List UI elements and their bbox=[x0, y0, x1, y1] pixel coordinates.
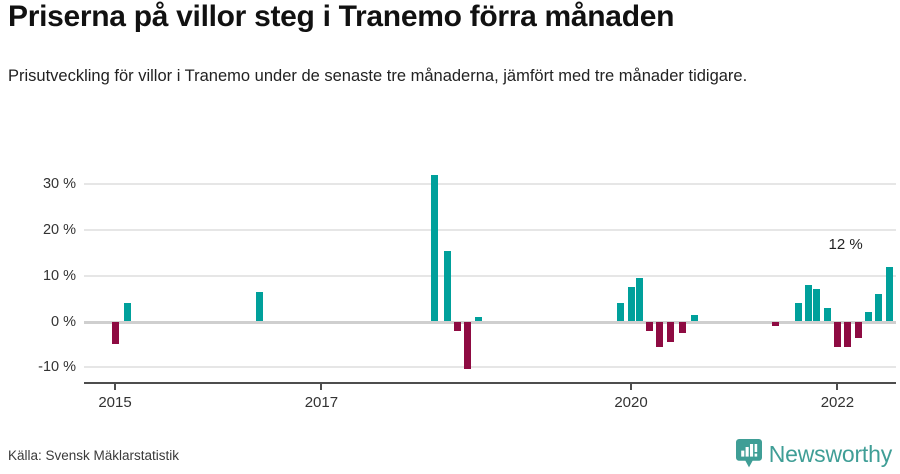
bar[interactable] bbox=[771, 321, 779, 327]
bar[interactable] bbox=[454, 321, 462, 331]
bar[interactable] bbox=[794, 303, 802, 322]
x-axis-line bbox=[84, 382, 896, 384]
newsworthy-bars-pin-icon bbox=[735, 439, 762, 469]
x-axis-tick-mark bbox=[114, 384, 116, 390]
y-axis-label: -10 % bbox=[38, 359, 76, 376]
y-axis-label: 20 % bbox=[42, 221, 76, 238]
page-title: Priserna på villor steg i Tranemo förra … bbox=[8, 0, 675, 33]
gridline--10 bbox=[84, 366, 896, 369]
y-axis-label: 30 % bbox=[42, 176, 76, 193]
bar[interactable] bbox=[805, 284, 812, 322]
bar[interactable] bbox=[691, 314, 699, 322]
source-note: Källa: Svensk Mäklarstatistik bbox=[8, 448, 180, 463]
bar[interactable] bbox=[443, 250, 451, 322]
x-axis-tick-mark bbox=[320, 384, 323, 390]
y-axis-tick: 0 % bbox=[0, 313, 76, 330]
y-axis-tick: 20 % bbox=[0, 221, 76, 238]
x-axis-label: 2022 bbox=[820, 394, 855, 411]
x-axis-label: 2017 bbox=[304, 394, 339, 411]
y-axis-label: 10 % bbox=[42, 267, 76, 284]
bar[interactable] bbox=[666, 321, 674, 343]
bar[interactable] bbox=[656, 321, 664, 347]
bar[interactable] bbox=[627, 287, 635, 322]
y-axis-tick: 10 % bbox=[0, 267, 76, 284]
bar[interactable] bbox=[854, 321, 862, 338]
bar[interactable] bbox=[123, 303, 131, 322]
bar[interactable] bbox=[646, 321, 654, 331]
gridline-0 bbox=[84, 320, 896, 324]
bar[interactable] bbox=[635, 277, 643, 322]
bar[interactable] bbox=[823, 307, 831, 322]
x-axis-tick-mark bbox=[836, 384, 839, 390]
bar[interactable] bbox=[885, 266, 893, 322]
x-axis-label: 2020 bbox=[614, 394, 648, 411]
gridline-10 bbox=[84, 274, 896, 277]
bar[interactable] bbox=[111, 321, 119, 345]
bar[interactable] bbox=[617, 303, 625, 322]
bar[interactable] bbox=[255, 291, 263, 322]
newsworthy-logo: Newsworthy bbox=[735, 438, 892, 470]
bar[interactable] bbox=[833, 321, 841, 347]
x-axis-tick-mark bbox=[630, 384, 632, 390]
bar[interactable] bbox=[864, 312, 872, 322]
y-axis-tick: -10 % bbox=[0, 359, 76, 376]
bar[interactable] bbox=[875, 294, 883, 322]
page-subtitle: Prisutveckling för villor i Tranemo unde… bbox=[8, 67, 748, 85]
y-axis-tick: 30 % bbox=[0, 176, 76, 193]
x-axis-label: 2015 bbox=[98, 394, 132, 411]
bar[interactable] bbox=[474, 316, 482, 322]
bar[interactable] bbox=[464, 321, 472, 369]
bar[interactable] bbox=[844, 321, 852, 347]
y-axis-label: 0 % bbox=[51, 313, 76, 330]
bar[interactable] bbox=[679, 321, 687, 333]
bar[interactable] bbox=[431, 174, 439, 322]
data-value-label: 12 % bbox=[828, 235, 863, 253]
logo-wordmark: Newsworthy bbox=[768, 441, 892, 467]
gridline-30 bbox=[84, 183, 896, 186]
bar[interactable] bbox=[813, 289, 821, 322]
gridline-20 bbox=[84, 228, 896, 231]
